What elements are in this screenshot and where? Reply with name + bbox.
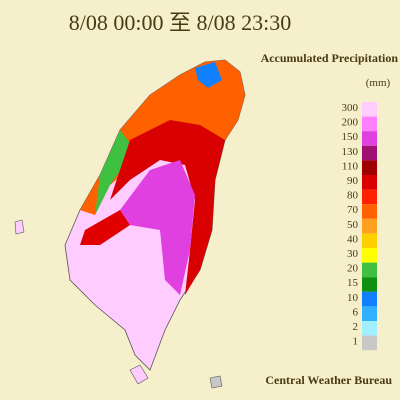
legend-title: Accumulated Precipitation [261,51,399,65]
legend-label: 80 [347,190,359,202]
legend-swatch [362,291,377,307]
legend-label: 70 [347,204,359,216]
region-central [120,160,195,295]
legend-swatch [362,145,377,161]
legend-swatch [362,116,377,132]
islet [209,375,223,389]
legend-swatch [362,160,377,175]
legend-swatch [362,248,377,263]
legend-swatch [362,175,377,190]
legend-label: 40 [347,233,359,245]
legend-label: 110 [342,160,359,172]
legend-swatch [362,131,377,146]
legend-label: 150 [342,131,359,143]
islet [14,219,25,235]
legend-label: 90 [347,175,359,187]
islet [129,364,149,385]
legend-swatch [362,306,377,321]
legend-swatch [362,321,377,336]
title: 8/08 00:00 至 8/08 23:30 [69,10,291,35]
region-west [80,210,130,245]
legend-swatch [362,335,377,351]
region-east [110,120,225,295]
legend-label: 200 [342,117,359,129]
legend-label: 300 [342,102,359,114]
legend-swatch [362,233,377,248]
legend-swatch [362,102,377,117]
legend-label: 6 [353,306,359,318]
legend-label: 15 [347,277,359,289]
legend-swatch [362,277,377,292]
legend-label: 30 [347,248,359,260]
legend-label: 130 [342,146,359,158]
legend-label: 2 [353,321,359,333]
legend-label: 20 [347,263,359,275]
footer-credit: Central Weather Bureau [265,373,392,387]
legend-swatch [362,262,377,278]
legend-swatch [362,204,377,219]
region-northwest [95,130,135,215]
legend-swatch [362,189,377,205]
region-basin [195,62,222,88]
legend-label: 50 [347,219,359,231]
legend: 300 200 150 130 110 90 80 70 50 40 30 20 15 10 6 2 1 [342,102,377,351]
legend-unit: (mm) [366,77,391,89]
legend-label: 1 [353,336,359,348]
legend-swatch [362,218,377,234]
legend-label: 10 [347,292,359,304]
taiwan-map [14,59,246,389]
